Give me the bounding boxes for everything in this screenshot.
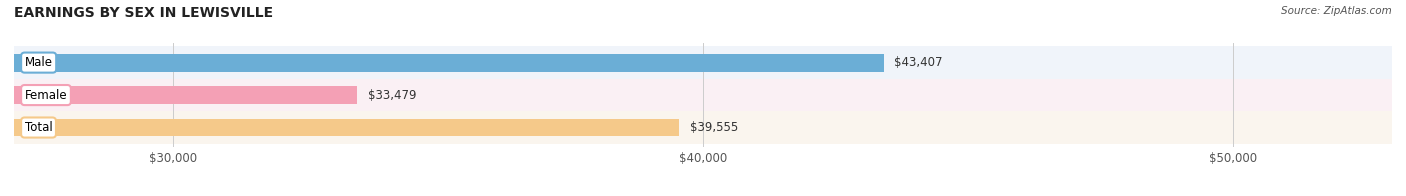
Text: Female: Female xyxy=(25,89,67,102)
Bar xyxy=(14,79,1392,111)
Text: $43,407: $43,407 xyxy=(894,56,942,69)
Bar xyxy=(14,54,883,72)
Text: Male: Male xyxy=(25,56,52,69)
Text: $39,555: $39,555 xyxy=(690,121,738,134)
Bar xyxy=(14,86,357,104)
Text: $33,479: $33,479 xyxy=(368,89,416,102)
Bar xyxy=(14,46,1392,79)
Bar xyxy=(14,119,679,136)
Text: Total: Total xyxy=(25,121,52,134)
Text: EARNINGS BY SEX IN LEWISVILLE: EARNINGS BY SEX IN LEWISVILLE xyxy=(14,6,273,20)
Text: Source: ZipAtlas.com: Source: ZipAtlas.com xyxy=(1281,6,1392,16)
Bar xyxy=(14,111,1392,144)
